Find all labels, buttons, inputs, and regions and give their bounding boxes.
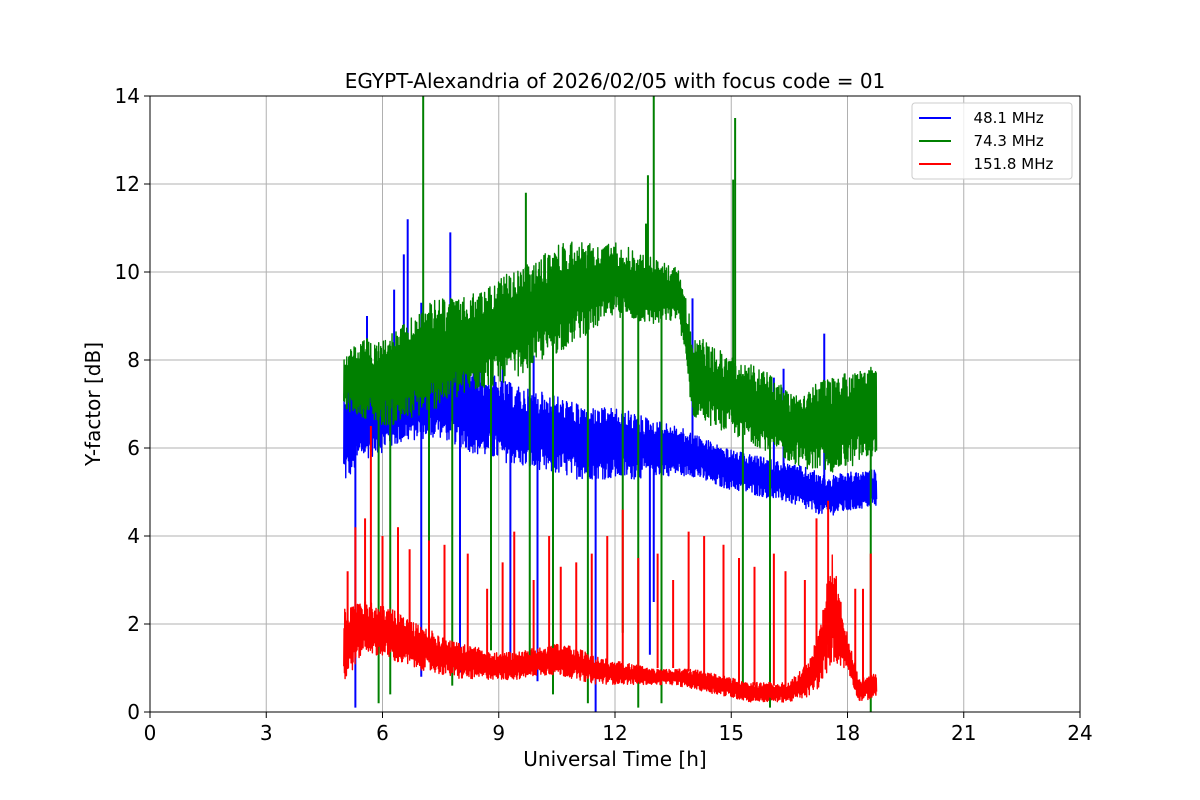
- x-tick-label: 9: [492, 721, 505, 745]
- x-tick-label: 15: [719, 721, 744, 745]
- y-tick-label: 14: [115, 84, 140, 108]
- series-line: [343, 554, 878, 703]
- y-tick-label: 2: [127, 612, 140, 636]
- y-tick-label: 6: [127, 436, 140, 460]
- x-tick-label: 0: [144, 721, 157, 745]
- y-tick-label: 8: [127, 348, 140, 372]
- y-tick-label: 10: [115, 260, 140, 284]
- x-tick-label: 12: [602, 721, 627, 745]
- y-tick-label: 12: [115, 172, 140, 196]
- chart-title: EGYPT-Alexandria of 2026/02/05 with focu…: [345, 69, 886, 93]
- legend: 48.1 MHz 74.3 MHz 151.8 MHz: [911, 102, 1073, 180]
- series-line: [343, 241, 878, 473]
- x-tick-label: 18: [835, 721, 860, 745]
- x-tick-label: 6: [376, 721, 389, 745]
- series-1: [343, 96, 878, 712]
- legend-label-151mhz: 151.8 MHz: [964, 155, 1053, 173]
- series-2: [343, 426, 878, 703]
- legend-label-74mhz: 74.3 MHz: [964, 132, 1044, 150]
- x-tick-label: 24: [1067, 721, 1092, 745]
- y-tick-label: 4: [127, 524, 140, 548]
- y-tick-label: 0: [127, 700, 140, 724]
- legend-box: [911, 102, 1073, 180]
- x-tick-label: 21: [951, 721, 976, 745]
- legend-label-48mhz: 48.1 MHz: [964, 109, 1044, 127]
- x-axis-label: Universal Time [h]: [523, 747, 706, 771]
- y-axis-label: Y-factor [dB]: [81, 342, 105, 467]
- series-layer: [343, 96, 878, 712]
- x-tick-label: 3: [260, 721, 273, 745]
- grid-layer: [149, 95, 1081, 713]
